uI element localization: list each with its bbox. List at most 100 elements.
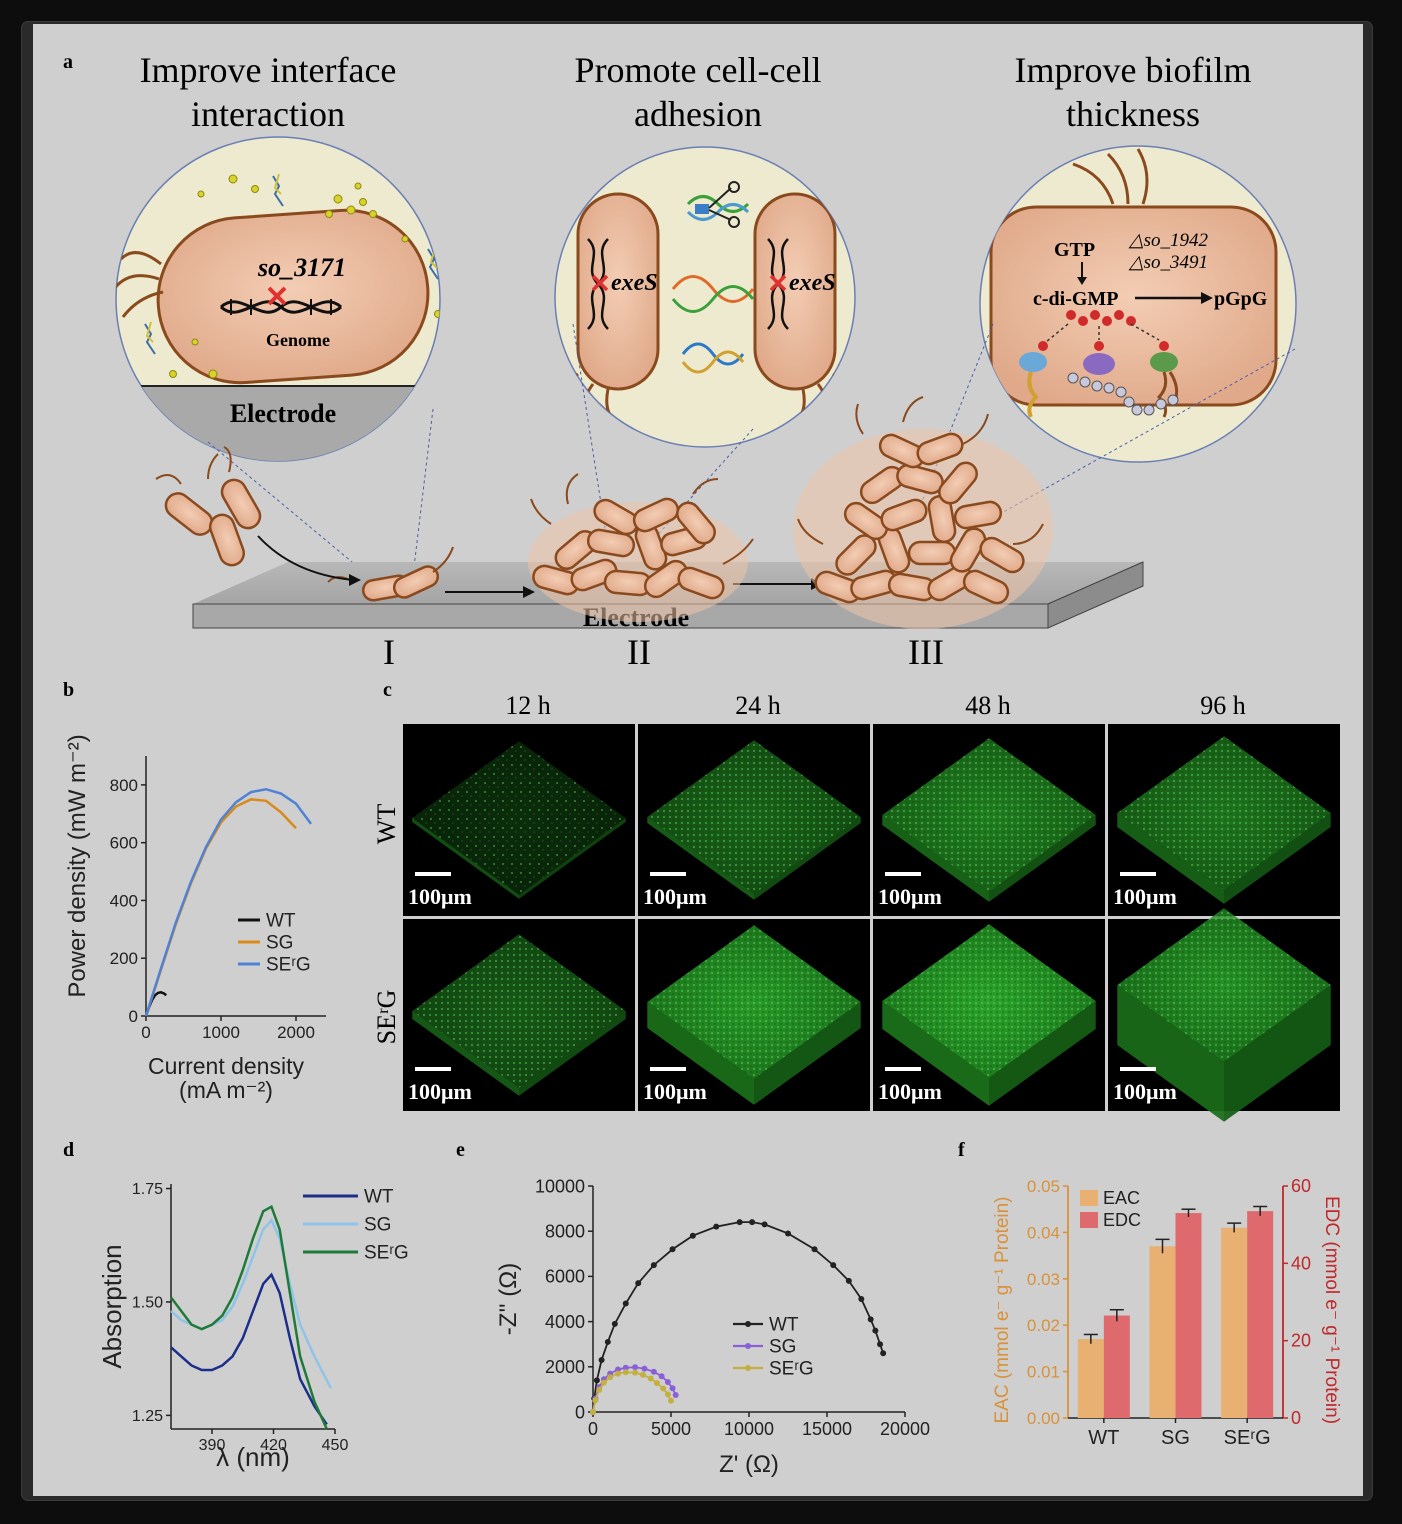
legend-label: WT <box>266 911 296 932</box>
panel-a-letter: a <box>63 51 73 73</box>
confocal-tile-wt-48h: 100μm <box>873 724 1105 916</box>
confocal-tile-seg-48h: 100μm <box>873 919 1105 1111</box>
data-point <box>593 1377 600 1384</box>
confocal-tile-seg-96h: 100μm <box>1108 908 1340 1122</box>
x-tick-label: 420 <box>260 1437 287 1454</box>
knockout-x-icon <box>591 274 609 292</box>
x-axis-label: Current density <box>148 1053 304 1079</box>
gene-exeS-left: exeS <box>611 270 658 296</box>
extracellular-dna <box>671 195 755 374</box>
scale-bar-label: 100μm <box>1113 884 1177 909</box>
y-tick-label: 6000 <box>545 1267 585 1287</box>
bacterium-left <box>576 192 660 391</box>
row-label-serg: SEʳG <box>372 990 401 1045</box>
data-point <box>669 1385 676 1392</box>
scale-bar-label: 100μm <box>643 1079 707 1104</box>
data-point <box>622 1369 629 1376</box>
panel-a: a Improve interface interaction Promote … <box>63 50 1297 672</box>
data-point <box>598 1357 605 1364</box>
bar-eac <box>1077 1339 1104 1418</box>
panel-e-eis: e 0 5000 10000 15000 20000 0 2000 4000 6000 8000 1… <box>456 1139 930 1478</box>
x-tick-label: 5000 <box>651 1419 691 1439</box>
scissors-icon <box>695 181 740 228</box>
data-point <box>590 1409 596 1415</box>
data-point <box>604 1338 611 1345</box>
data-point <box>650 1368 657 1375</box>
data-point <box>632 1364 639 1371</box>
category-label: SG <box>1161 1427 1190 1449</box>
bacterium-cell <box>156 208 430 385</box>
x-axis-label: (mA m⁻²) <box>179 1077 273 1103</box>
gene-exeS-right: exeS <box>789 270 836 296</box>
time-label-24h: 24 h <box>735 691 781 720</box>
time-label-48h: 48 h <box>965 691 1011 720</box>
confocal-tile-wt-24h: 100μm <box>638 724 870 916</box>
electrode-label-circle: Electrode <box>230 399 336 428</box>
data-point <box>650 1262 657 1269</box>
time-label-12h: 12 h <box>505 691 551 720</box>
category-label: WT <box>1088 1427 1119 1449</box>
data-point <box>647 1375 654 1382</box>
bar-edc <box>1175 1213 1202 1418</box>
left-tick-label: 0.04 <box>1027 1223 1060 1242</box>
x-tick-label: 15000 <box>802 1419 852 1439</box>
x-tick-label: 450 <box>322 1437 349 1454</box>
data-point <box>641 1365 648 1372</box>
panel-d-absorption: d 390 420 450 1.25 1.50 1.75 WT SG SEʳG λ (nm) Abs… <box>63 1139 409 1472</box>
gene-so-3171-label: so_3171 <box>257 253 346 282</box>
zoom-circle-thickness: GTP △so_1942 △so_3491 c-di-GMP pGpG <box>979 145 1297 463</box>
data-point <box>872 1327 879 1334</box>
data-point <box>672 1392 679 1399</box>
legend-label: WT <box>769 1315 799 1336</box>
chart-e: 0 5000 10000 15000 20000 0 2000 4000 6000 8000 100… <box>495 1176 930 1478</box>
series-line-0 <box>170 1272 328 1426</box>
stage-i-label: I <box>383 632 395 672</box>
panel-a-title-2-line-1: Promote cell-cell <box>575 50 822 90</box>
c-di-gmp-label: c-di-GMP <box>1033 288 1119 310</box>
data-point <box>614 1370 621 1377</box>
panel-d-letter: d <box>63 1139 74 1161</box>
confocal-tile-wt-96h: 100μm <box>1108 724 1340 916</box>
panel-b-letter: b <box>63 679 74 701</box>
stage-iii-label: III <box>908 632 944 672</box>
right-tick-label: 0 <box>1291 1408 1301 1428</box>
confocal-tile-seg-12h: 100μm <box>403 919 635 1111</box>
figure-svg: a Improve interface interaction Promote … <box>63 50 1342 1478</box>
protein-green <box>1150 352 1178 372</box>
legend-swatch <box>1080 1212 1098 1228</box>
scale-bar-label: 100μm <box>878 1079 942 1104</box>
confocal-image-grid: 100μm 100μm 100μm 100μm 100μm 100μm 100μm 100μm <box>403 724 1340 1122</box>
legend-marker <box>745 1321 751 1327</box>
legend-label: SEʳG <box>364 1243 409 1264</box>
x-axis-label: λ (nm) <box>216 1442 290 1472</box>
panel-a-title-2-line-2: adhesion <box>634 94 762 134</box>
scale-bar-label: 100μm <box>878 884 942 909</box>
data-point <box>880 1350 887 1357</box>
bacterium-right <box>753 192 837 391</box>
y-tick-label: 4000 <box>545 1312 585 1332</box>
data-point <box>660 1385 667 1392</box>
time-label-96h: 96 h <box>1200 691 1246 720</box>
legend-label: EAC <box>1103 1188 1140 1208</box>
bar-edc <box>1247 1211 1274 1418</box>
left-tick-label: 0.02 <box>1027 1316 1060 1335</box>
x-tick-label: 0 <box>141 1023 150 1042</box>
data-point <box>635 1280 642 1287</box>
data-point <box>596 1386 603 1393</box>
right-tick-label: 60 <box>1291 1176 1311 1196</box>
x-tick-label: 1000 <box>202 1023 240 1042</box>
confocal-tile-wt-12h: 100μm <box>403 724 635 916</box>
data-point <box>858 1296 865 1302</box>
panel-a-title-1-line-2: interaction <box>191 94 345 134</box>
panel-e-letter: e <box>456 1139 465 1161</box>
panel-a-title-3-line-1: Improve biofilm <box>1015 50 1252 90</box>
panel-c-letter: c <box>383 679 392 701</box>
data-point <box>622 1364 629 1371</box>
c-di-gmp-molecules <box>1038 310 1169 351</box>
gtp-label: GTP <box>1054 239 1095 261</box>
left-tick-label: 0.00 <box>1027 1409 1060 1428</box>
dna-helix-icon <box>219 299 343 315</box>
legend-label: SEʳG <box>769 1359 814 1380</box>
arrow-icon <box>257 535 354 581</box>
